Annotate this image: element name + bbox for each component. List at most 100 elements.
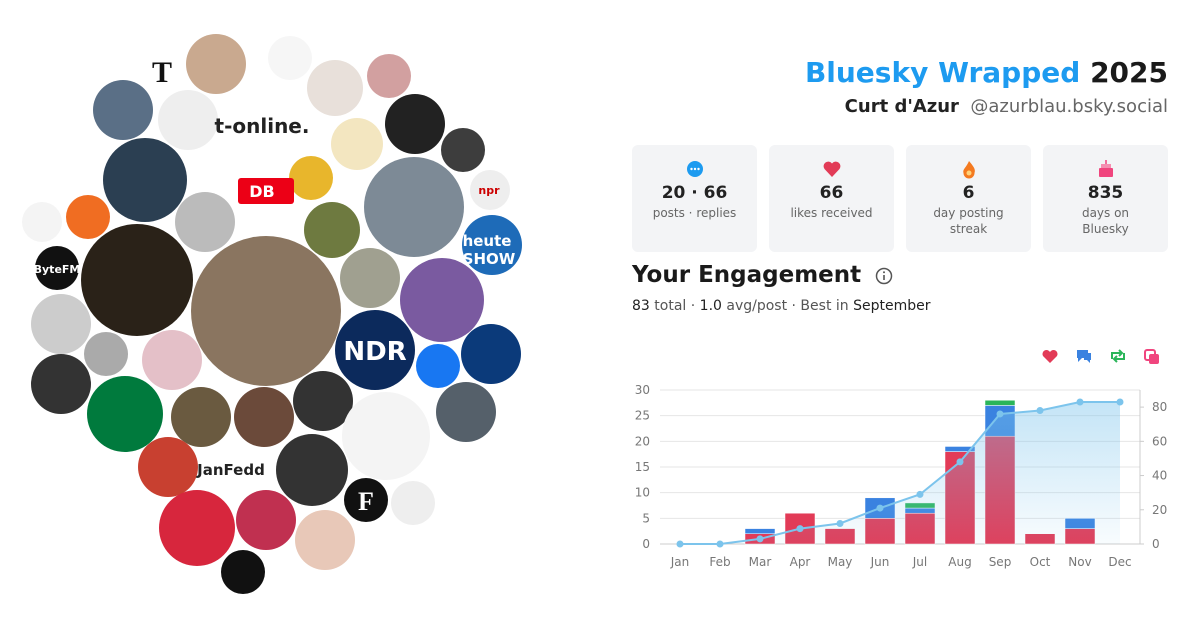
- y-tick-label: 15: [635, 460, 650, 474]
- point: [916, 490, 924, 498]
- stat-label: days on Bluesky: [1081, 206, 1130, 236]
- stat-card: 66 likes received: [769, 145, 894, 252]
- avatar[interactable]: [193, 149, 229, 185]
- y2-tick-label: 40: [1152, 469, 1167, 483]
- avatar[interactable]: [31, 294, 91, 354]
- y-tick-label: 10: [635, 486, 650, 500]
- avatar[interactable]: [234, 387, 294, 447]
- x-tick-label: Mar: [749, 555, 772, 569]
- stat-icon: [962, 161, 975, 179]
- handle[interactable]: @azurblau.bsky.social: [970, 96, 1168, 117]
- avatar[interactable]: [344, 478, 388, 522]
- stat-icon: [686, 161, 703, 177]
- y2-tick-label: 60: [1152, 434, 1167, 448]
- point: [1076, 398, 1084, 406]
- avatar[interactable]: [391, 481, 435, 525]
- summary: 83 total · 1.0 avg/post · Best in Septem…: [632, 298, 930, 314]
- x-tick-label: Jul: [912, 555, 927, 569]
- avatar[interactable]: [293, 371, 353, 431]
- x-tick-label: Oct: [1030, 555, 1051, 569]
- avatar[interactable]: [35, 246, 79, 290]
- legend-icon[interactable]: [1077, 350, 1091, 363]
- avatar-label: T: [152, 56, 172, 89]
- avatar[interactable]: [289, 156, 333, 200]
- avatar[interactable]: [186, 34, 246, 94]
- avatar-label: SHOW: [463, 250, 516, 268]
- point: [996, 410, 1004, 418]
- avatar[interactable]: [142, 330, 202, 390]
- chart: 0 5 10 15 20 25 30 0 20 40 60 80 Jan Feb Mar Apr May Jun J…: [635, 349, 1167, 569]
- avatar[interactable]: [416, 344, 460, 388]
- x-tick-label: Apr: [790, 555, 811, 569]
- stat-icon: [823, 161, 840, 177]
- avatar[interactable]: [93, 80, 153, 140]
- avatar[interactable]: [307, 60, 363, 116]
- bar-segment: [744, 528, 776, 534]
- point: [676, 540, 684, 548]
- point: [1116, 398, 1124, 406]
- point: [956, 458, 964, 466]
- avatar[interactable]: [221, 550, 265, 594]
- avatar[interactable]: [84, 332, 128, 376]
- avatar[interactable]: [367, 54, 411, 98]
- display-name: Curt d'Azur: [844, 96, 959, 117]
- stat-value: 835: [1087, 183, 1124, 203]
- legend-icon[interactable]: [1111, 349, 1125, 363]
- avatar[interactable]: [276, 434, 348, 506]
- avatar[interactable]: [22, 202, 62, 242]
- avatar[interactable]: [191, 236, 341, 386]
- avatar[interactable]: [331, 118, 383, 170]
- avatar[interactable]: [470, 170, 510, 210]
- x-tick-label: Feb: [709, 555, 730, 569]
- avatar[interactable]: [87, 376, 163, 452]
- bar-segment: [984, 400, 1016, 406]
- avatar[interactable]: [295, 510, 355, 570]
- info-icon[interactable]: [875, 267, 893, 285]
- avatar[interactable]: [138, 437, 198, 497]
- x-tick-label: Nov: [1068, 555, 1091, 569]
- point: [716, 540, 724, 548]
- avatar[interactable]: [340, 248, 400, 308]
- y-tick-label: 20: [635, 434, 650, 448]
- y2-tick-label: 20: [1152, 503, 1167, 517]
- avatar[interactable]: [175, 192, 235, 252]
- total-text: total ·: [654, 298, 700, 314]
- legend-icon[interactable]: [1149, 354, 1159, 364]
- avatar[interactable]: [236, 490, 296, 550]
- stat-card: 835 days on Bluesky: [1043, 145, 1168, 252]
- avatar[interactable]: [159, 490, 235, 566]
- legend-icon[interactable]: [1042, 349, 1058, 363]
- stat-card: 6 day posting streak: [906, 145, 1031, 252]
- total: 83: [632, 298, 650, 314]
- point: [876, 504, 884, 512]
- point: [756, 535, 764, 543]
- x-tick-label: Sep: [989, 555, 1012, 569]
- avatar[interactable]: [66, 195, 110, 239]
- avatar[interactable]: [171, 387, 231, 447]
- avatar[interactable]: [158, 90, 218, 150]
- avatar[interactable]: [385, 94, 445, 154]
- stat-value: 20 · 66: [661, 183, 728, 203]
- avatar-label: DB: [249, 182, 274, 201]
- avatar[interactable]: [462, 215, 522, 275]
- avatar[interactable]: [103, 138, 187, 222]
- avatar[interactable]: [441, 128, 485, 172]
- db-logo: [238, 178, 294, 204]
- line: [680, 400, 1120, 545]
- avatar[interactable]: [400, 258, 484, 342]
- avatar[interactable]: [342, 392, 430, 480]
- avatar[interactable]: [268, 36, 312, 80]
- y-tick-label: 0: [642, 537, 650, 551]
- avatar[interactable]: [304, 202, 360, 258]
- avatar[interactable]: [31, 354, 91, 414]
- avatar[interactable]: [436, 382, 496, 442]
- avatar[interactable]: [335, 310, 415, 390]
- stat-icon: [1098, 160, 1113, 177]
- x-tick-label: Aug: [948, 555, 971, 569]
- section-title: Your Engagement: [632, 262, 893, 288]
- best-month: September: [853, 298, 931, 314]
- avatar[interactable]: [364, 157, 464, 257]
- avatar[interactable]: [461, 324, 521, 384]
- avatar[interactable]: [81, 224, 193, 336]
